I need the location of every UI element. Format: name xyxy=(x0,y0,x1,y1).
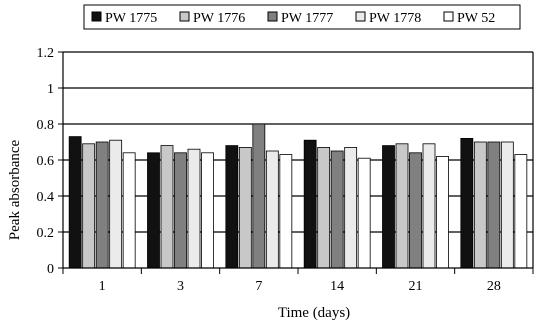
bar-pw-1777-day-21 xyxy=(409,152,422,269)
bar-pw-1777-day-1 xyxy=(95,141,109,269)
bar-pw-1777-day-14 xyxy=(330,150,344,269)
gridlines xyxy=(63,51,533,233)
x-tick-label: 3 xyxy=(177,279,184,294)
bar-pw-1776-day-14 xyxy=(317,146,331,269)
bar-pw-1776-day-3 xyxy=(160,145,174,269)
bar-pw-1778-day-28 xyxy=(500,141,514,269)
bar-pw-1777-day-3 xyxy=(174,152,187,269)
x-tick-label: 7 xyxy=(255,279,262,294)
bar-pw-1778-day-14 xyxy=(344,146,358,269)
legend-swatch-pw-1777 xyxy=(267,11,278,22)
bar-pw-1775-day-7 xyxy=(225,145,239,269)
y-axis-label: Peak absorbance xyxy=(7,139,23,240)
bar-pw-1775-day-28 xyxy=(460,137,474,269)
legend-swatch-pw-52 xyxy=(443,11,454,22)
x-axis-label: Time (days) xyxy=(278,305,350,321)
bar-pw-52-day-28 xyxy=(514,154,528,269)
bar-pw-1778-day-7 xyxy=(265,150,279,269)
legend-swatch-pw-1775 xyxy=(91,11,102,22)
y-tick-label: 0.2 xyxy=(37,226,55,241)
bar-pw-52-day-14 xyxy=(357,157,371,269)
bars xyxy=(68,123,528,269)
bar-pw-1778-day-3 xyxy=(187,148,201,269)
y-tick-label: 0.4 xyxy=(37,190,55,205)
y-tick-label: 0.6 xyxy=(37,154,55,169)
bar-pw-1776-day-7 xyxy=(238,146,252,269)
legend: PW 1775 PW 1776 PW 1777 PW 1778 PW 52 xyxy=(83,4,521,30)
bar-pw-1775-day-14 xyxy=(303,139,317,269)
x-tick-labels: 1 3 7 14 21 28 xyxy=(99,279,501,294)
bar-pw-52-day-1 xyxy=(122,152,136,269)
legend-label-pw-52: PW 52 xyxy=(457,11,495,26)
legend-label-pw-1778: PW 1778 xyxy=(369,11,421,26)
bar-pw-1777-day-28 xyxy=(487,141,501,269)
bar-pw-1777-day-7 xyxy=(252,123,266,269)
legend-label-pw-1775: PW 1775 xyxy=(105,11,157,26)
bar-pw-1775-day-21 xyxy=(382,145,395,269)
legend-label-pw-1776: PW 1776 xyxy=(193,11,245,26)
legend-swatch-pw-1778 xyxy=(355,11,366,22)
bar-pw-52-day-21 xyxy=(436,155,449,269)
x-tick-label: 21 xyxy=(409,279,423,294)
bar-pw-1778-day-1 xyxy=(109,139,123,269)
legend-swatch-pw-1776 xyxy=(179,11,190,22)
x-tick-label: 1 xyxy=(99,279,106,294)
x-tick-label: 14 xyxy=(330,279,344,294)
bar-pw-1776-day-21 xyxy=(395,143,409,269)
y-tick-label: 1 xyxy=(47,82,54,97)
x-tick-label: 28 xyxy=(487,279,501,294)
bar-pw-1778-day-21 xyxy=(422,143,436,269)
bar-pw-1775-day-3 xyxy=(147,152,160,269)
y-tick-labels: 0 0.2 0.4 0.6 0.8 1 1.2 xyxy=(37,46,55,277)
axes xyxy=(58,51,534,274)
bar-pw-52-day-3 xyxy=(201,152,214,269)
y-tick-label: 0.8 xyxy=(37,118,55,133)
bar-pw-1775-day-1 xyxy=(68,136,82,269)
y-tick-label: 0 xyxy=(47,262,54,277)
bar-pw-1776-day-1 xyxy=(82,143,96,269)
y-tick-label: 1.2 xyxy=(37,46,55,61)
bar-pw-1776-day-28 xyxy=(473,141,487,269)
legend-label-pw-1777: PW 1777 xyxy=(281,11,333,26)
bar-pw-52-day-7 xyxy=(279,154,293,269)
